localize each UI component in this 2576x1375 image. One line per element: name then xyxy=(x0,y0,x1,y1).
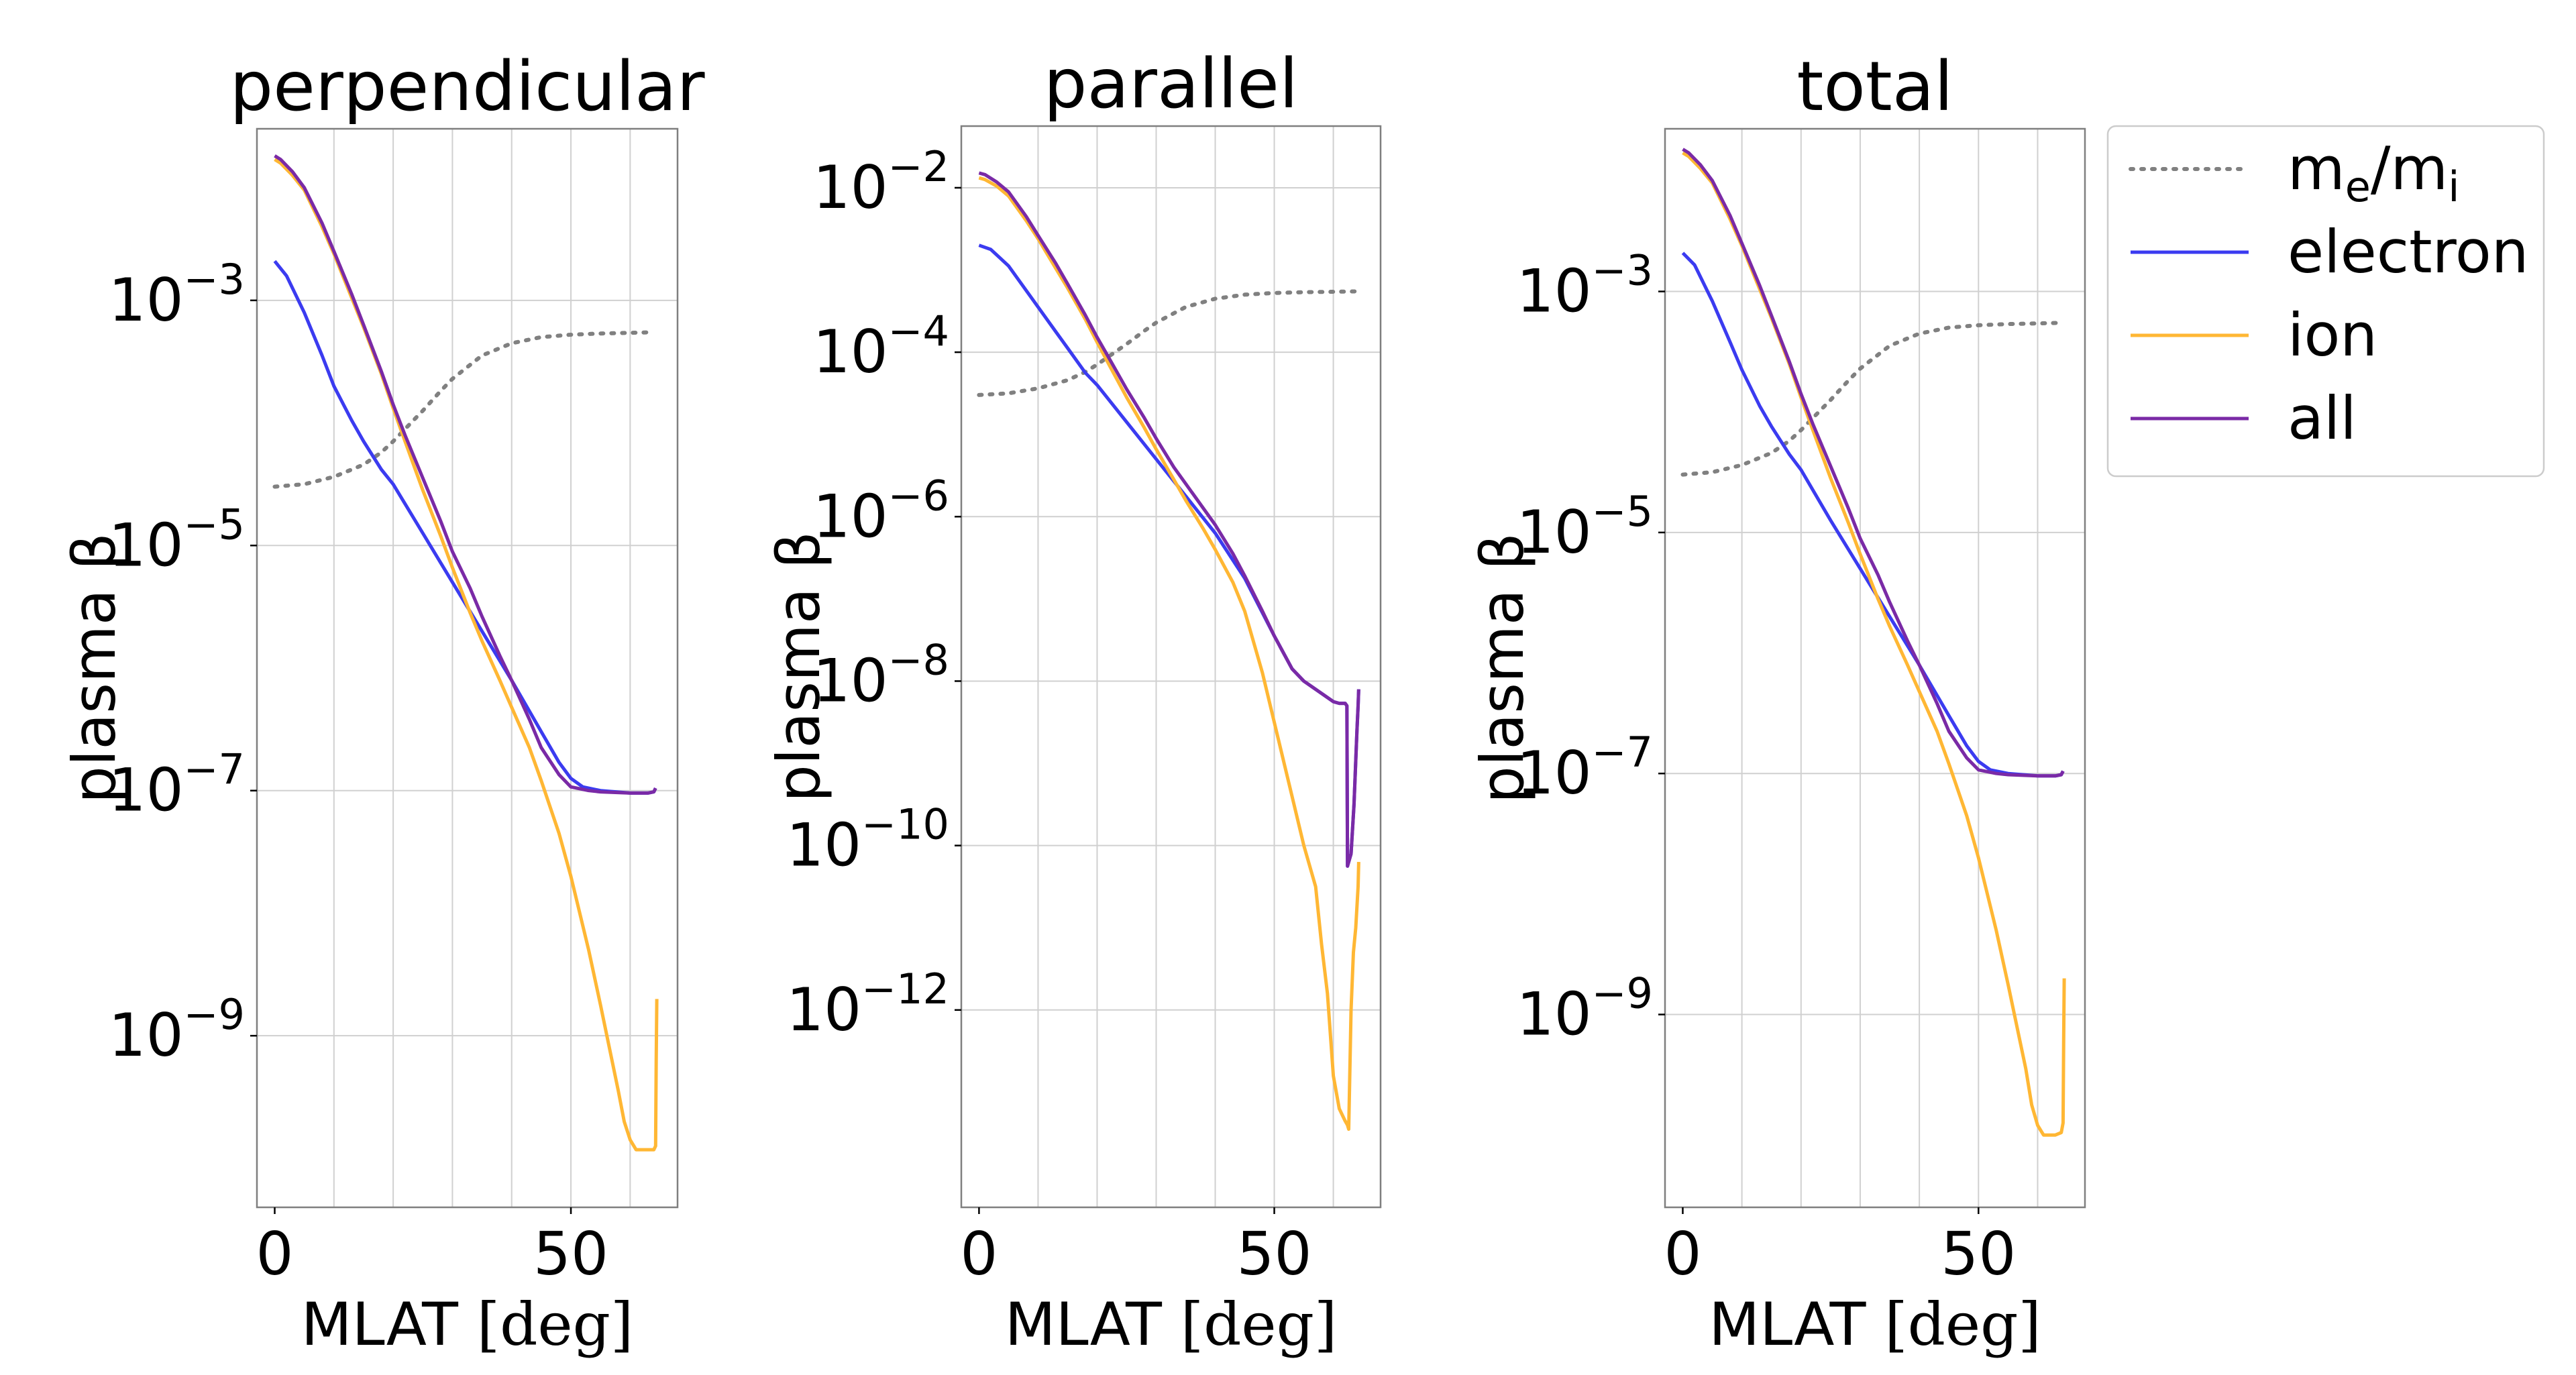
axes-frame xyxy=(960,125,1382,1209)
x-tick-label: 0 xyxy=(1664,1219,1701,1288)
series-lines xyxy=(272,154,659,1152)
y-tick-label: 10−12 xyxy=(786,965,949,1044)
y-tick-label: 10−3 xyxy=(109,255,245,335)
y-tick-label: 10−2 xyxy=(813,142,949,222)
y-tick-label: 10−6 xyxy=(813,471,949,551)
grid xyxy=(1665,129,2085,1207)
series-line-ion xyxy=(1682,151,2066,1137)
series-line-electron xyxy=(1681,252,2065,778)
legend-label-ion: ion xyxy=(2288,300,2377,370)
panel-title: perpendicular xyxy=(229,47,704,127)
x-axis-label: MLAT [deg] xyxy=(301,1290,633,1359)
series-line-ion xyxy=(978,176,1360,1131)
y-axis-label: plasma β xyxy=(1468,533,1537,804)
x-tick-label: 50 xyxy=(533,1219,608,1288)
series-lines xyxy=(977,171,1360,1131)
panel-0: 10−3 10−5 10−7 10−9 0 50 perpendicular MLAT [de… xyxy=(60,47,705,1359)
y-tick-label: 10−4 xyxy=(813,307,949,386)
y-tick-label: 10−5 xyxy=(1517,487,1653,567)
y-tick-label: 10−5 xyxy=(109,500,245,580)
x-tick-label: 0 xyxy=(256,1219,293,1288)
y-tick-label: 10−9 xyxy=(1517,969,1653,1049)
series-line-me-mi xyxy=(272,330,656,489)
series-line-electron xyxy=(978,243,1360,868)
panel-title: parallel xyxy=(1044,44,1298,124)
grid xyxy=(257,129,678,1207)
panel-title: total xyxy=(1796,47,1953,127)
series-line-me-mi xyxy=(1680,321,2063,477)
series-line-me-mi xyxy=(977,289,1359,397)
series-line-all xyxy=(274,154,657,795)
x-tick-label: 0 xyxy=(960,1219,998,1288)
axes-frame xyxy=(1664,127,2086,1209)
x-tick-label: 50 xyxy=(1237,1219,1312,1288)
y-tick-label: 10−3 xyxy=(1517,246,1653,326)
series-line-electron xyxy=(273,260,657,795)
x-tick-label: 50 xyxy=(1941,1219,2016,1288)
y-tick-label: 10−7 xyxy=(109,745,245,825)
y-tick-label: 10−7 xyxy=(1517,728,1653,808)
y-tick-label: 10−10 xyxy=(786,800,949,880)
series-lines xyxy=(1680,148,2066,1137)
series-line-all xyxy=(1682,148,2065,778)
grid xyxy=(961,126,1381,1207)
y-axis-label: plasma β xyxy=(764,531,833,802)
y-tick-label: 10−8 xyxy=(813,635,949,715)
series-line-ion xyxy=(274,158,659,1152)
y-tick-label: 10−9 xyxy=(109,990,245,1070)
legend-label-me-mi: me/mi xyxy=(2288,134,2460,211)
legend-label-electron: electron xyxy=(2288,217,2528,286)
x-axis-label: MLAT [deg] xyxy=(1005,1290,1337,1359)
axes-frame xyxy=(256,127,679,1209)
x-axis-label: MLAT [deg] xyxy=(1709,1290,2041,1359)
series-line-all xyxy=(978,171,1360,868)
y-axis-label: plasma β xyxy=(60,533,129,804)
legend-label-all: all xyxy=(2288,384,2357,453)
legend-box xyxy=(2106,125,2545,478)
panel-1: 10−2 10−4 10−6 10−8 10−10 10−12 0 50 parallel MLA… xyxy=(764,44,1382,1359)
panel-2: 10−3 10−5 10−7 10−9 0 50 total MLAT [deg] plasma… xyxy=(1468,47,2086,1359)
